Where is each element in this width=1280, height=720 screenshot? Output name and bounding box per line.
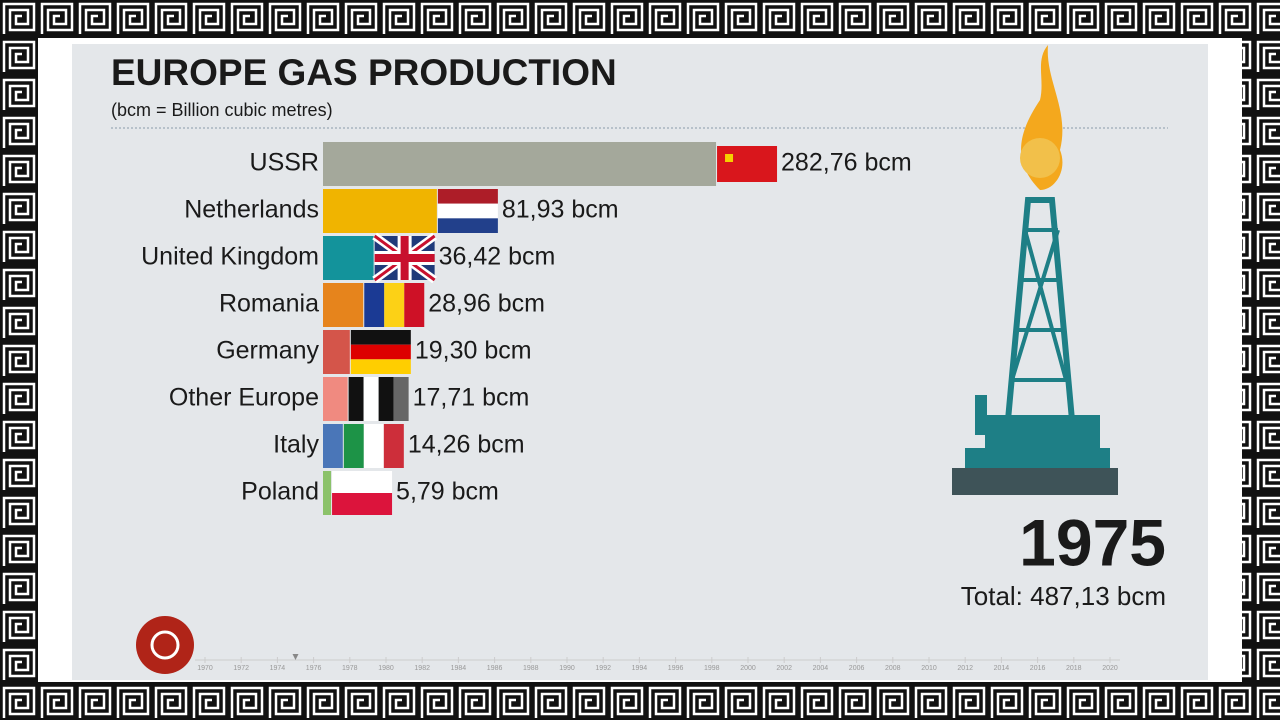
timeline-label: 1990 <box>559 665 575 672</box>
timeline-label: 1974 <box>270 665 286 672</box>
bar <box>323 330 350 374</box>
timeline-label: 1996 <box>668 665 684 672</box>
timeline-label: 1972 <box>233 665 249 672</box>
flag <box>364 283 425 327</box>
flag-part <box>343 424 364 468</box>
timeline-label: 1970 <box>197 665 213 672</box>
bar <box>323 424 343 468</box>
flag-part <box>348 377 364 421</box>
flag-part <box>393 377 409 421</box>
flag-part <box>363 377 379 421</box>
flag-part <box>437 203 498 219</box>
flag-part <box>350 330 411 345</box>
timeline-label: 2012 <box>957 665 973 672</box>
bar <box>323 236 374 280</box>
value-label: 36,42 bcm <box>439 243 556 271</box>
flag-part <box>332 471 393 493</box>
flag-part <box>725 154 734 162</box>
category-label: Netherlands <box>184 196 319 224</box>
timeline-label: 1986 <box>487 665 503 672</box>
flag-part <box>437 189 498 204</box>
value-label: 14,26 bcm <box>408 431 525 459</box>
flag-part <box>363 424 384 468</box>
flag-part <box>332 493 393 515</box>
flag <box>350 330 411 374</box>
value-label: 28,96 bcm <box>428 290 545 318</box>
value-label: 81,93 bcm <box>502 196 619 224</box>
flag <box>348 377 409 421</box>
category-label: Other Europe <box>169 384 319 412</box>
flag-part <box>384 283 405 327</box>
timeline-label: 1992 <box>595 665 611 672</box>
timeline-label: 2018 <box>1066 665 1082 672</box>
timeline-label: 1988 <box>523 665 539 672</box>
category-label: United Kingdom <box>141 243 319 271</box>
timeline-label: 2000 <box>740 665 756 672</box>
bar <box>323 377 348 421</box>
flag-part <box>350 359 411 374</box>
value-label: 17,71 bcm <box>413 384 530 412</box>
category-label: Poland <box>241 478 319 506</box>
flag-part <box>437 218 498 233</box>
flag-part <box>404 283 425 327</box>
value-label: 5,79 bcm <box>396 478 499 506</box>
bar <box>323 142 717 186</box>
flag <box>717 146 778 182</box>
timeline-label: 2010 <box>921 665 937 672</box>
oil-rig <box>952 45 1118 495</box>
flag <box>372 232 437 284</box>
timeline-label: 1998 <box>704 665 720 672</box>
category-label: Germany <box>216 337 319 365</box>
flag-part <box>383 424 404 468</box>
bar <box>323 471 332 515</box>
timeline-label: 1978 <box>342 665 358 672</box>
chart-title: EUROPE GAS PRODUCTION <box>111 52 617 93</box>
timeline-label: 1994 <box>632 665 648 672</box>
timeline-label: 1984 <box>451 665 467 672</box>
bar <box>323 189 437 233</box>
subtitle: (bcm = Billion cubic metres) <box>111 100 333 120</box>
flag <box>343 424 404 468</box>
flag <box>332 471 393 515</box>
flag-part <box>350 344 411 360</box>
timeline-marker <box>292 654 299 660</box>
flag <box>437 189 498 233</box>
flag-part <box>378 377 394 421</box>
flag-part <box>364 283 385 327</box>
timeline-label: 2016 <box>1030 665 1046 672</box>
year-label: 1975 <box>1019 505 1166 579</box>
category-label: Romania <box>219 290 319 318</box>
timeline-label: 1980 <box>378 665 394 672</box>
timeline-label: 2006 <box>849 665 865 672</box>
timeline-label: 2004 <box>813 665 829 672</box>
flag-part <box>374 254 435 262</box>
timeline-label: 1976 <box>306 665 322 672</box>
timeline-label: 2014 <box>994 665 1010 672</box>
category-label: Italy <box>273 431 319 459</box>
bar <box>323 283 364 327</box>
logo <box>136 616 194 674</box>
timeline-label: 2002 <box>776 665 792 672</box>
value-label: 282,76 bcm <box>781 149 912 177</box>
timeline-label: 2008 <box>885 665 901 672</box>
value-label: 19,30 bcm <box>415 337 532 365</box>
timeline-label: 1982 <box>414 665 430 672</box>
flag-part <box>717 146 778 182</box>
timeline-label: 2020 <box>1102 665 1118 672</box>
category-label: USSR <box>250 149 319 177</box>
total-label: Total: 487,13 bcm <box>961 581 1166 611</box>
